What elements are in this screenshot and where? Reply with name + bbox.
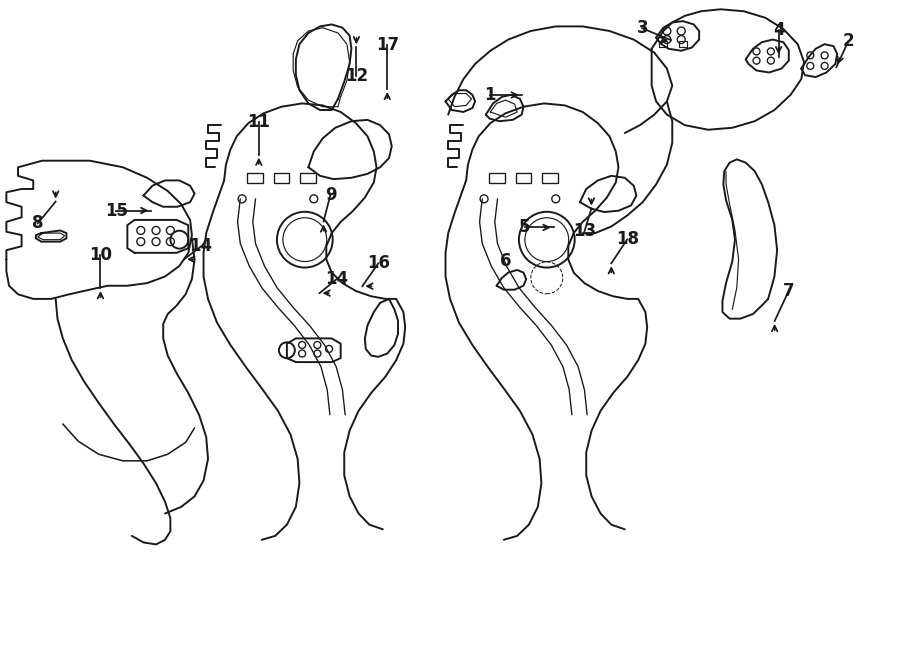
Text: 18: 18 [616,231,639,249]
Polygon shape [364,299,398,357]
Text: 8: 8 [32,214,43,233]
Polygon shape [36,231,67,242]
Polygon shape [486,95,524,121]
Bar [543,173,558,183]
Polygon shape [723,159,777,319]
Text: 3: 3 [636,19,648,37]
Polygon shape [652,9,804,130]
Bar [516,173,532,183]
Polygon shape [801,44,837,77]
Text: 13: 13 [573,222,596,241]
Polygon shape [309,120,392,179]
Text: 17: 17 [375,36,399,54]
Text: 6: 6 [500,253,511,270]
Polygon shape [296,24,351,110]
Bar [301,173,317,183]
Polygon shape [6,161,192,299]
Bar [247,173,263,183]
Text: 16: 16 [367,254,390,272]
Text: 15: 15 [105,202,128,219]
Polygon shape [746,40,788,73]
Text: 9: 9 [325,186,337,204]
Polygon shape [128,220,188,253]
Polygon shape [143,180,194,207]
Polygon shape [446,91,475,112]
Bar [489,173,505,183]
Text: 12: 12 [345,67,368,85]
Text: 11: 11 [248,113,270,131]
Text: 2: 2 [842,32,854,50]
Bar [660,41,667,47]
Polygon shape [287,338,341,362]
Polygon shape [497,270,526,290]
Text: 4: 4 [773,21,785,39]
Polygon shape [580,176,636,212]
Text: 5: 5 [519,218,530,237]
Bar [274,173,290,183]
Text: 10: 10 [89,247,112,264]
Bar [679,41,687,47]
Text: 14: 14 [325,270,348,288]
Polygon shape [656,21,699,51]
Text: 14: 14 [190,237,212,255]
Text: 7: 7 [783,282,795,300]
Text: 1: 1 [484,86,496,104]
